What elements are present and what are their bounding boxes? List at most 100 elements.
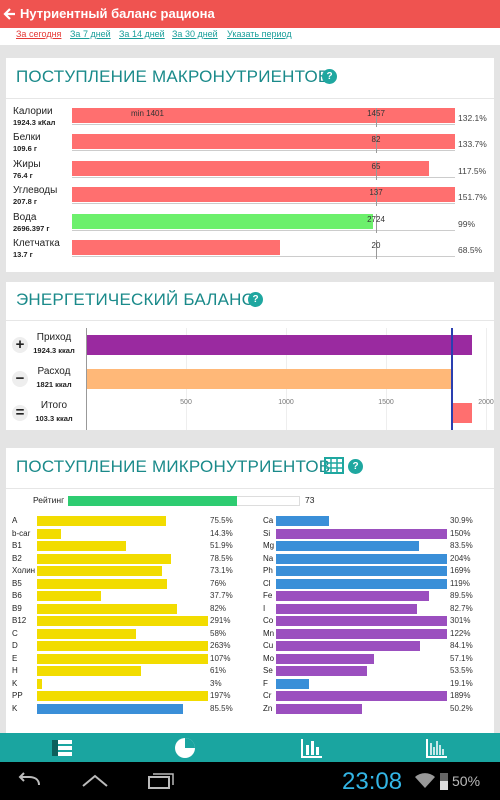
micro-bar <box>276 541 419 551</box>
nav-pie[interactable] <box>173 736 197 760</box>
bar-track <box>72 160 455 176</box>
period-tab[interactable]: За сегодня <box>16 29 62 39</box>
nutrient-name: Белки <box>13 132 41 144</box>
percent-label: 68.5% <box>458 245 483 255</box>
nutrient-bar <box>72 160 430 176</box>
sys-recent[interactable] <box>145 771 175 791</box>
energy-bar <box>451 403 472 423</box>
table-icon[interactable] <box>324 457 344 474</box>
bar-baseline <box>72 150 455 152</box>
micro-track <box>37 703 208 714</box>
back-arrow[interactable] <box>3 7 17 21</box>
norm-marker <box>376 160 377 180</box>
norm-value: 20 <box>371 241 381 250</box>
micro-name: b-car <box>12 528 31 538</box>
help-icon[interactable]: ? <box>322 69 337 84</box>
tick-label: 500 <box>180 399 192 406</box>
micro-track <box>37 528 208 539</box>
min-label: min 1401 <box>131 109 164 118</box>
sign-button[interactable]: + <box>12 337 28 353</box>
norm-value: 82 <box>371 135 381 145</box>
micro-name: B6 <box>12 591 22 600</box>
period-tab[interactable]: За 14 дней <box>119 29 165 39</box>
bar-baseline <box>72 229 455 231</box>
micro-percent: 57.1% <box>450 653 473 663</box>
micro-name: K <box>12 678 18 688</box>
micro-bar <box>276 628 447 639</box>
energy-amount: 1924.3 ккал <box>33 346 75 355</box>
micro-name: D <box>12 641 18 650</box>
micro-bar <box>37 541 126 551</box>
micro-track <box>276 603 447 614</box>
micro-percent: 83.5% <box>450 541 473 550</box>
micro-name: Mo <box>263 653 275 663</box>
micro-bar <box>276 578 447 589</box>
micro-name: Na <box>263 553 274 563</box>
micro-name: Ph <box>263 566 273 575</box>
micro-percent: 119% <box>450 578 470 588</box>
energy-name: Итого <box>40 400 68 411</box>
divider <box>6 320 494 321</box>
micro-percent: 51.9% <box>210 541 233 550</box>
nav-bars[interactable] <box>300 737 324 759</box>
nutrient-amount: 13.7 г <box>13 250 33 259</box>
micro-track <box>276 516 447 526</box>
micro-percent: 53.5% <box>450 666 473 675</box>
rating-bar <box>68 496 238 506</box>
period-tab[interactable]: За 7 дней <box>70 29 111 39</box>
top-bar: Нутриентный баланс рациона <box>0 0 500 28</box>
nav-chart[interactable] <box>425 737 449 759</box>
period-tab[interactable]: За 30 дней <box>172 29 218 39</box>
period-tab[interactable]: Указать период <box>227 29 292 39</box>
micro-track <box>276 553 447 564</box>
micro-track <box>37 566 208 576</box>
micro-track <box>276 541 447 551</box>
nutrient-amount: 1924.3 кКал <box>13 118 56 127</box>
norm-marker <box>376 108 377 127</box>
nutrient-name: Жиры <box>13 158 41 170</box>
micro-name: F <box>263 678 268 688</box>
divider <box>6 98 494 99</box>
sys-back[interactable] <box>15 771 45 791</box>
sign-button[interactable]: − <box>12 371 28 387</box>
micro-percent: 189% <box>450 691 471 700</box>
norm-marker <box>376 213 377 233</box>
micro-percent: 30.9% <box>450 516 473 525</box>
micro-bar <box>276 678 309 689</box>
sys-home[interactable] <box>80 772 110 790</box>
help-icon[interactable]: ? <box>248 292 263 307</box>
micro-track <box>37 541 208 551</box>
bar-track <box>72 240 455 255</box>
norm-marker <box>376 134 377 154</box>
micro-bar <box>37 516 167 526</box>
clock: 23:08 <box>342 768 403 795</box>
micro-track <box>276 703 447 714</box>
nav-list[interactable] <box>50 738 74 758</box>
nutrient-name: Калории <box>13 106 53 117</box>
micro-percent: 84.1% <box>450 641 473 650</box>
micro-percent: 169% <box>450 566 471 575</box>
battery-icon <box>440 773 448 790</box>
micro-card: ПОСТУПЛЕНИЕ МИКРОНУТРИЕНТОВ ? Рейтинг 73 A… <box>6 448 494 738</box>
nutrient-bar <box>72 213 373 229</box>
micro-track <box>37 628 208 639</box>
micro-name: Si <box>263 528 271 538</box>
tick-label: 1000 <box>278 399 294 406</box>
micro-name: B9 <box>12 603 22 613</box>
sign-button[interactable]: = <box>12 405 28 421</box>
nutrient-bar <box>72 240 281 255</box>
help-icon[interactable]: ? <box>348 459 363 474</box>
micro-track <box>37 516 208 526</box>
micro-percent: 291% <box>210 616 231 625</box>
micro-bar <box>37 628 137 639</box>
nutrient-amount: 109.6 г <box>13 144 37 154</box>
bar-baseline <box>72 256 455 257</box>
screen-title: Нутриентный баланс рациона <box>20 6 215 21</box>
micro-bar <box>37 666 142 676</box>
nutrient-name: Углеводы <box>13 185 58 197</box>
micro-name: Mn <box>263 628 275 638</box>
micro-percent: 301% <box>450 616 471 625</box>
micro-track <box>37 666 208 676</box>
micro-percent: 37.7% <box>210 591 233 600</box>
